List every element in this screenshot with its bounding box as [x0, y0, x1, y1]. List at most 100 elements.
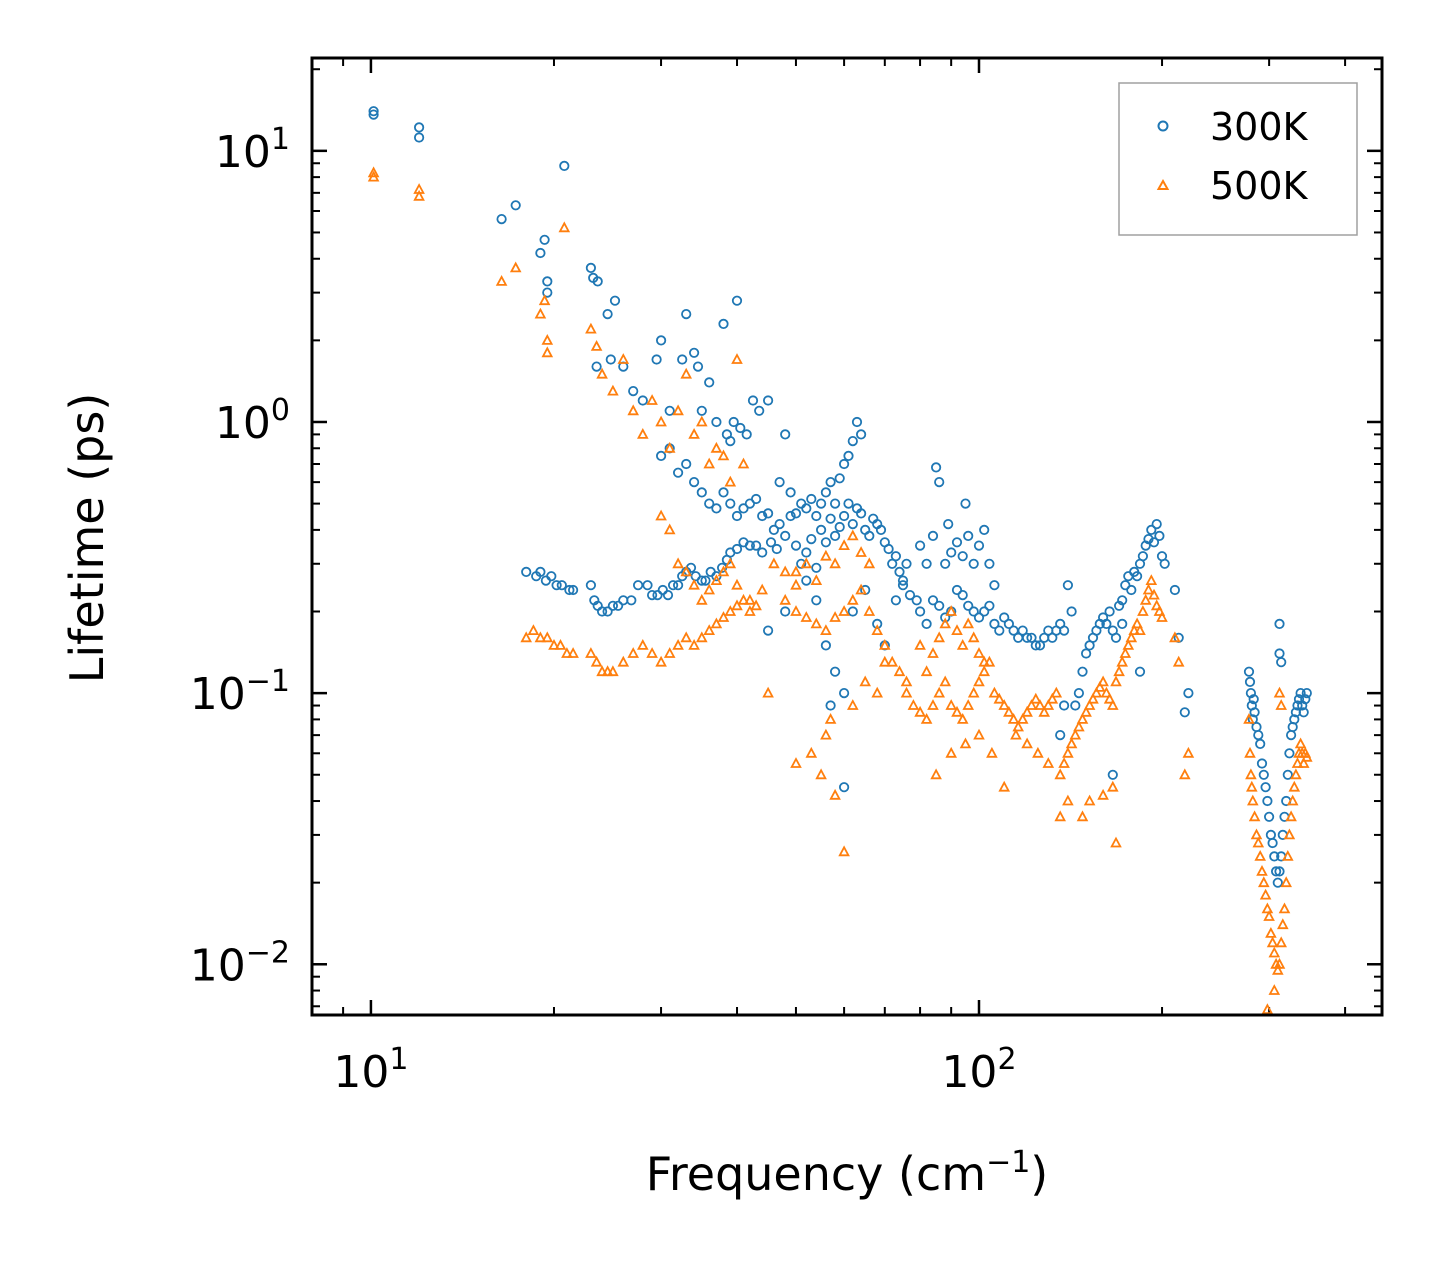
data-point-300k [829, 666, 841, 677]
data-point-500k [561, 647, 573, 658]
data-point-500k [762, 686, 774, 698]
data-point-500k [1080, 705, 1092, 717]
data-point-500k [920, 712, 933, 724]
data-point-300k [607, 600, 619, 611]
data-point-300k [801, 575, 812, 586]
data-point-300k [1264, 811, 1275, 822]
data-point-300k [688, 347, 700, 358]
data-point-500k [956, 712, 969, 724]
data-point-300k [585, 262, 597, 273]
data-point-500k [1273, 957, 1286, 969]
data-point-300k [535, 247, 546, 259]
data-point-300k [1274, 866, 1285, 877]
data-point-500k [1134, 624, 1146, 635]
data-point-300k [811, 595, 822, 606]
data-point-500k [607, 665, 619, 677]
data-point-300k [785, 487, 796, 498]
data-point-300k [957, 589, 968, 601]
data-point-500k [945, 746, 958, 758]
data-point-300k [718, 487, 729, 498]
data-point-300k [860, 524, 871, 536]
data-point-300k [1107, 769, 1118, 780]
data-point-500k [1012, 720, 1025, 732]
data-point-500k [1290, 768, 1302, 780]
data-point-300k [979, 606, 990, 617]
data-point-500k [1076, 810, 1089, 822]
data-point-300k [1269, 851, 1280, 862]
data-point-300k [960, 498, 971, 509]
data-point-500k [1139, 593, 1152, 605]
data-point-500k [527, 624, 540, 635]
data-point-500k [998, 699, 1011, 710]
data-point-300k [973, 540, 985, 551]
data-point-300k [1070, 700, 1081, 711]
data-point-500k [1273, 686, 1286, 698]
data-point-300k [521, 566, 532, 578]
data-point-500k [956, 638, 969, 650]
data-point-300k [1104, 606, 1115, 617]
data-point-300k [934, 600, 945, 611]
data-point-500k [1169, 631, 1181, 643]
data-point-300k [914, 606, 926, 617]
y-tick-label: 10−1 [190, 664, 290, 720]
data-point-500k [1025, 699, 1038, 710]
data-point-300k [1034, 640, 1046, 651]
data-point-300k [1146, 524, 1157, 536]
data-point-500k [750, 599, 762, 611]
x-axis-label-close: ) [1030, 1147, 1048, 1201]
data-point-500k [585, 647, 597, 658]
data-point-300k [1255, 738, 1266, 750]
data-point-500k [538, 294, 551, 306]
data-point-300k [829, 530, 841, 542]
data-point-300k [1151, 518, 1162, 530]
data-point-500k [1029, 692, 1042, 704]
x-axis-label: Frequency (cm−1) [646, 1145, 1049, 1201]
data-point-300k [927, 530, 939, 542]
data-point-500k [1283, 828, 1296, 840]
data-point-300k [811, 562, 822, 573]
data-point-500k [805, 746, 818, 758]
data-point-300k [711, 503, 722, 514]
data-point-300k [1159, 558, 1170, 569]
y-tick-label: 10−2 [190, 935, 290, 991]
legend-label-500k: 500K [1210, 164, 1309, 208]
data-point-500k [1010, 728, 1022, 740]
data-point-500k [1268, 984, 1281, 995]
data-point-500k [1062, 794, 1074, 806]
data-point-500k [1276, 918, 1289, 930]
legend-label-300k: 300K [1210, 105, 1309, 149]
data-point-500k [646, 394, 658, 405]
data-point-300k [681, 308, 692, 320]
data-point-300k [815, 524, 827, 536]
y-tick-label: 100 [215, 393, 290, 449]
data-point-300k [1169, 584, 1181, 596]
data-point-500k [672, 557, 684, 569]
data-point-500k [695, 631, 708, 643]
data-point-300k [875, 524, 887, 536]
data-point-300k [806, 493, 817, 505]
data-point-300k [973, 612, 985, 623]
data-point-300k [984, 600, 995, 611]
data-point-300k [847, 518, 858, 530]
data-point-500k [495, 274, 508, 286]
data-point-500k [878, 638, 891, 650]
data-point-500k [815, 768, 827, 780]
data-point-300k [657, 584, 668, 596]
data-point-300k [838, 458, 850, 470]
data-point-500k [1106, 780, 1119, 792]
y-tick-label: 101 [215, 122, 290, 178]
data-point-500k [1257, 876, 1270, 888]
data-point-500k [927, 699, 939, 710]
data-point-500k [756, 583, 769, 595]
data-point-500k [413, 189, 425, 201]
data-point-300k [855, 429, 867, 440]
data-point-500k [824, 712, 837, 724]
data-point-500k [672, 404, 684, 416]
data-point-300k [820, 537, 832, 548]
data-point-500k [1054, 768, 1067, 780]
data-point-300k [539, 234, 550, 245]
data-point-300k [1274, 618, 1285, 630]
data-point-300k [655, 450, 667, 461]
data-point-300k [851, 416, 863, 428]
data-point-300k [1059, 700, 1070, 711]
